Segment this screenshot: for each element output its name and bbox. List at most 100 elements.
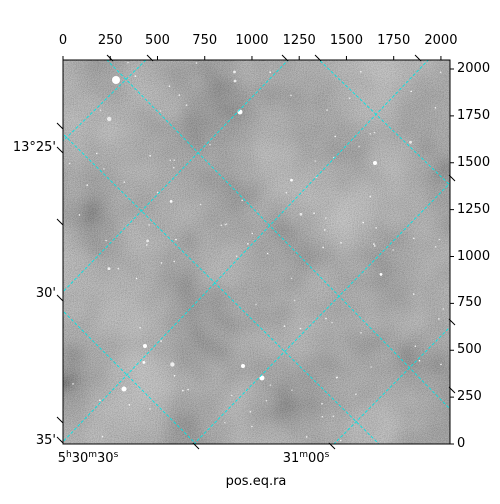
star — [86, 184, 88, 186]
star — [146, 244, 148, 246]
right-tick-label: 1750 — [457, 107, 491, 123]
x-axis-label: pos.eq.ra — [225, 474, 287, 489]
star — [160, 262, 163, 264]
star — [266, 252, 269, 255]
grid-tick — [192, 442, 200, 450]
star — [434, 107, 437, 109]
top-tick-label: 250 — [97, 33, 123, 48]
star — [128, 404, 131, 406]
star — [355, 393, 357, 396]
star — [169, 159, 172, 162]
star — [233, 79, 237, 83]
star — [149, 408, 151, 410]
top-tick-label: 2000 — [424, 33, 458, 48]
star — [249, 411, 252, 413]
star — [251, 232, 254, 235]
star — [283, 325, 286, 327]
star — [374, 245, 376, 247]
grid-line — [63, 60, 289, 293]
star — [375, 227, 378, 229]
star — [209, 143, 211, 146]
star — [135, 277, 138, 280]
star — [412, 293, 415, 295]
star — [195, 62, 198, 64]
star — [324, 229, 326, 231]
star — [440, 363, 442, 366]
ra-tick-label: 5h30m30s — [57, 450, 119, 466]
star — [293, 299, 296, 302]
star — [373, 131, 376, 134]
star — [99, 109, 102, 112]
star — [299, 212, 303, 216]
star — [68, 162, 71, 165]
star — [241, 199, 243, 202]
star — [331, 321, 333, 324]
star — [340, 242, 342, 244]
star — [325, 217, 327, 219]
dec-tick-label: 35' — [35, 433, 56, 448]
star — [305, 436, 308, 438]
star — [233, 70, 236, 74]
star — [299, 327, 302, 330]
star — [339, 439, 342, 442]
star — [107, 267, 111, 270]
star — [72, 383, 74, 385]
right-tick-label: 250 — [457, 389, 482, 405]
ra-tick-label: 31m00s — [282, 450, 330, 466]
grid-tick — [314, 54, 322, 62]
bright-star — [112, 76, 120, 84]
star — [225, 223, 228, 225]
star — [96, 152, 98, 155]
star — [290, 178, 293, 182]
star — [187, 388, 189, 391]
grid-tick — [106, 54, 114, 62]
star — [148, 224, 150, 226]
top-tick-label: 0 — [58, 33, 68, 48]
star — [438, 318, 440, 320]
star — [169, 200, 173, 203]
top-tick-label: 1750 — [377, 33, 411, 48]
plot-frame — [62, 59, 451, 445]
star — [117, 267, 120, 270]
grid-tick — [448, 174, 456, 182]
star — [251, 425, 253, 428]
star — [336, 376, 338, 379]
right-tick-label: 0 — [457, 436, 466, 451]
star — [332, 415, 335, 418]
star — [101, 435, 104, 438]
star — [235, 255, 238, 257]
right-tick-label: 1000 — [457, 248, 491, 264]
star — [265, 399, 268, 402]
star — [291, 389, 293, 392]
grid-tick — [328, 442, 336, 450]
star — [230, 394, 233, 397]
top-tick-label: 1250 — [282, 33, 316, 48]
top-tick-label: 1500 — [329, 33, 363, 48]
star — [160, 340, 162, 342]
star — [314, 160, 317, 162]
grid-line — [333, 326, 450, 444]
star — [173, 166, 175, 169]
dec-tick-label: 30' — [35, 286, 56, 301]
star — [107, 116, 112, 122]
coordinate-grid — [63, 60, 450, 444]
star — [321, 403, 323, 405]
grid-line — [193, 182, 450, 444]
star — [379, 273, 383, 276]
bright-star — [121, 386, 127, 392]
star — [269, 384, 272, 386]
star — [173, 375, 176, 377]
star — [370, 366, 372, 368]
star — [414, 345, 417, 348]
grid-line — [106, 60, 450, 410]
star — [199, 203, 202, 206]
star — [413, 237, 415, 240]
star — [105, 239, 107, 242]
star — [326, 109, 328, 111]
grid-tick — [448, 386, 456, 394]
bright-star — [241, 364, 245, 368]
star — [175, 238, 177, 241]
star — [224, 421, 226, 424]
star — [313, 212, 315, 214]
grid-line — [63, 133, 380, 444]
